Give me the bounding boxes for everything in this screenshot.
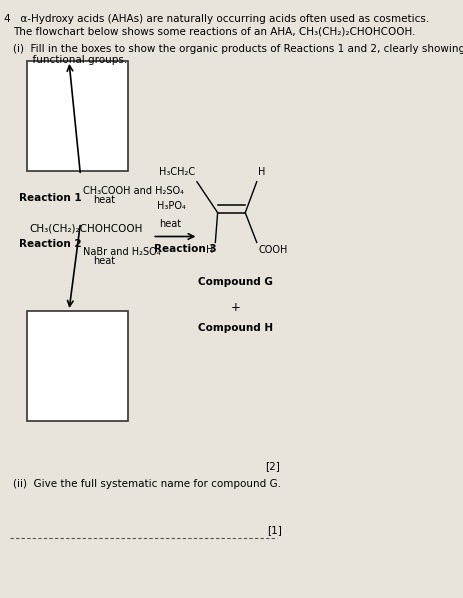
Text: Compound H: Compound H — [198, 323, 273, 333]
Text: [1]: [1] — [266, 525, 281, 535]
Text: functional groups.: functional groups. — [13, 55, 127, 65]
Text: heat: heat — [93, 256, 115, 266]
Text: H: H — [205, 245, 213, 255]
Text: Reaction 2: Reaction 2 — [19, 239, 81, 249]
Text: COOH: COOH — [257, 245, 287, 255]
Text: NaBr and H₂SO₄: NaBr and H₂SO₄ — [83, 246, 161, 257]
Text: heat: heat — [159, 219, 181, 228]
Text: (ii)  Give the full systematic name for compound G.: (ii) Give the full systematic name for c… — [13, 479, 280, 489]
Text: H₃PO₄: H₃PO₄ — [156, 201, 185, 211]
Text: (i)  Fill in the boxes to show the organic products of Reactions 1 and 2, clearl: (i) Fill in the boxes to show the organi… — [13, 44, 463, 54]
Text: 4   α-Hydroxy acids (AHAs) are naturally occurring acids often used as cosmetics: 4 α-Hydroxy acids (AHAs) are naturally o… — [4, 14, 429, 25]
Text: Compound G: Compound G — [198, 277, 273, 287]
Text: CH₃COOH and H₂SO₄: CH₃COOH and H₂SO₄ — [83, 186, 184, 196]
FancyBboxPatch shape — [27, 311, 128, 421]
FancyBboxPatch shape — [27, 61, 128, 171]
Text: [2]: [2] — [265, 461, 280, 471]
Text: H₃CH₂C: H₃CH₂C — [159, 167, 195, 177]
Text: +: + — [230, 301, 240, 314]
Text: Reaction 1: Reaction 1 — [19, 193, 81, 203]
Text: The flowchart below shows some reactions of an AHA, CH₃(CH₂)₂CHOHCOOH.: The flowchart below shows some reactions… — [13, 27, 414, 37]
Text: Reaction 3: Reaction 3 — [153, 244, 216, 254]
Text: heat: heat — [93, 196, 115, 206]
Text: H: H — [257, 167, 265, 177]
Text: CH₃(CH₂)₂CHOHCOOH: CH₃(CH₂)₂CHOHCOOH — [30, 224, 143, 234]
